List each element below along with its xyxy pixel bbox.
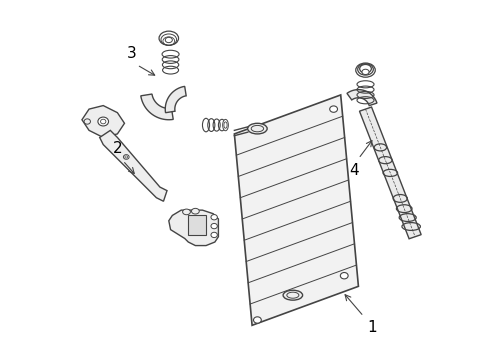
Ellipse shape [253,317,261,323]
Text: 3: 3 [127,46,136,61]
Polygon shape [347,90,377,105]
Ellipse shape [283,290,303,300]
Polygon shape [99,130,167,201]
Polygon shape [141,94,173,120]
Ellipse shape [123,155,129,159]
Ellipse shape [362,69,369,75]
Ellipse shape [100,119,106,124]
Polygon shape [360,107,421,239]
Polygon shape [169,210,219,246]
Polygon shape [82,105,124,138]
Text: 2: 2 [113,141,122,156]
Ellipse shape [222,120,228,131]
Ellipse shape [84,119,91,124]
Ellipse shape [165,37,172,42]
Text: 4: 4 [349,163,359,178]
Text: 1: 1 [368,320,377,335]
Ellipse shape [211,215,218,220]
Ellipse shape [183,209,191,215]
Polygon shape [165,86,186,113]
Ellipse shape [224,122,227,128]
Ellipse shape [125,156,128,158]
Polygon shape [234,95,358,325]
Ellipse shape [98,117,109,126]
Ellipse shape [211,232,218,238]
Polygon shape [188,215,206,235]
Ellipse shape [247,123,267,134]
Ellipse shape [211,224,218,229]
Ellipse shape [341,273,348,279]
Ellipse shape [192,208,199,214]
Ellipse shape [330,106,338,112]
